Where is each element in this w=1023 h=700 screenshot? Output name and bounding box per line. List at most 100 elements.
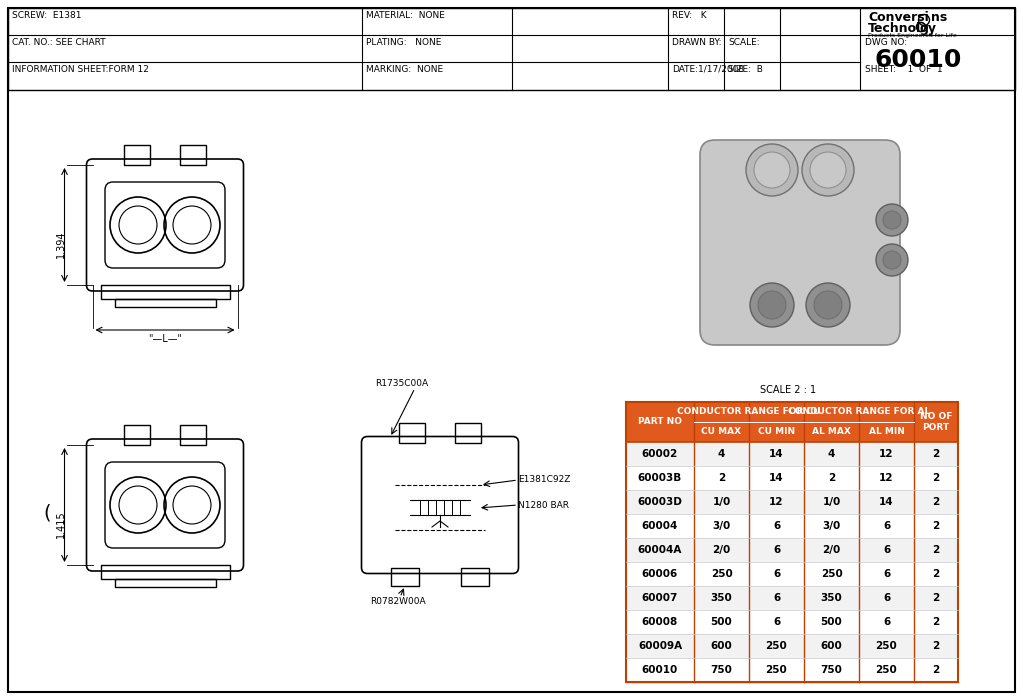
Text: CU MIN: CU MIN (758, 427, 795, 435)
Text: 14: 14 (879, 497, 894, 507)
Bar (461, 568, 489, 585)
Bar (626, 562, 958, 586)
Text: SIZE:  B: SIZE: B (728, 65, 763, 74)
Text: PLATING:   NONE: PLATING: NONE (366, 38, 441, 47)
Text: 14: 14 (769, 473, 784, 483)
Text: 6: 6 (772, 593, 781, 603)
Text: 60003D: 60003D (637, 497, 682, 507)
Circle shape (758, 291, 786, 319)
Text: 6: 6 (883, 593, 890, 603)
Bar (626, 402, 958, 682)
Text: 60003B: 60003B (638, 473, 682, 483)
Text: SHEET:    1  OF  1: SHEET: 1 OF 1 (865, 65, 942, 74)
Text: 250: 250 (711, 569, 732, 579)
Bar (626, 514, 958, 538)
Text: Conversi: Conversi (868, 11, 929, 24)
Text: 750: 750 (711, 665, 732, 675)
Text: 60010: 60010 (641, 665, 678, 675)
Bar (8, 8, 1015, 90)
Bar (626, 442, 958, 466)
Text: 500: 500 (820, 617, 842, 627)
Text: 2: 2 (932, 497, 939, 507)
Circle shape (802, 144, 854, 196)
Text: CAT. NO.: SEE CHART: CAT. NO.: SEE CHART (12, 38, 105, 47)
Text: 6: 6 (883, 521, 890, 531)
Bar (455, 423, 481, 442)
Text: 60008: 60008 (641, 617, 678, 627)
Bar (391, 568, 419, 585)
Text: SCALE 2 : 1: SCALE 2 : 1 (760, 385, 816, 395)
Text: CU MAX: CU MAX (702, 427, 742, 435)
Circle shape (810, 152, 846, 188)
Text: (: ( (44, 503, 51, 522)
Text: 2: 2 (932, 521, 939, 531)
Text: 500: 500 (711, 617, 732, 627)
Bar (626, 610, 958, 634)
Circle shape (814, 291, 842, 319)
Bar (180, 425, 206, 445)
Text: PART NO: PART NO (638, 417, 682, 426)
Text: 2: 2 (932, 569, 939, 579)
Text: 12: 12 (769, 497, 784, 507)
Text: 600: 600 (820, 641, 842, 651)
Bar (626, 586, 958, 610)
Bar (626, 490, 958, 514)
Text: 250: 250 (765, 665, 788, 675)
Bar (180, 145, 206, 165)
Text: CONDUCTOR RANGE FOR CU: CONDUCTOR RANGE FOR CU (677, 407, 820, 416)
Circle shape (876, 244, 908, 276)
Text: 4: 4 (718, 449, 725, 459)
Text: MARKING:  NONE: MARKING: NONE (366, 65, 443, 74)
Text: 12: 12 (879, 473, 894, 483)
Text: 350: 350 (820, 593, 842, 603)
Text: 3/0: 3/0 (822, 521, 841, 531)
Bar (100, 565, 229, 579)
Text: 2/0: 2/0 (822, 545, 841, 555)
Bar (399, 423, 425, 442)
Text: CONDUCTOR RANGE FOR AL: CONDUCTOR RANGE FOR AL (788, 407, 930, 416)
Circle shape (754, 152, 790, 188)
Bar (124, 425, 150, 445)
Text: 250: 250 (820, 569, 842, 579)
Text: 60004: 60004 (641, 521, 678, 531)
Text: 250: 250 (765, 641, 788, 651)
Text: 12: 12 (879, 449, 894, 459)
Text: 2: 2 (932, 617, 939, 627)
Text: AL MIN: AL MIN (869, 427, 904, 435)
Circle shape (883, 211, 901, 229)
Text: R0782W00A: R0782W00A (370, 598, 426, 606)
Text: 6: 6 (772, 569, 781, 579)
Bar (115, 579, 216, 587)
Text: 1/0: 1/0 (822, 497, 841, 507)
Text: ns: ns (920, 24, 928, 30)
Text: 2: 2 (828, 473, 835, 483)
Circle shape (806, 283, 850, 327)
Text: 350: 350 (711, 593, 732, 603)
Text: 14: 14 (769, 449, 784, 459)
Text: REV:   K: REV: K (672, 11, 707, 20)
Circle shape (883, 251, 901, 269)
Text: 6: 6 (772, 521, 781, 531)
Text: DATE:1/17/2008: DATE:1/17/2008 (672, 65, 744, 74)
Bar (626, 402, 958, 442)
Text: 2: 2 (932, 545, 939, 555)
Text: R1735C00A: R1735C00A (375, 379, 428, 388)
Text: 250: 250 (876, 665, 897, 675)
Text: 2: 2 (932, 449, 939, 459)
Circle shape (750, 283, 794, 327)
Text: Products Engineered for Life: Products Engineered for Life (868, 33, 957, 38)
Text: DRAWN BY:: DRAWN BY: (672, 38, 721, 47)
Bar (100, 285, 229, 299)
Text: 6: 6 (883, 617, 890, 627)
Text: 3/0: 3/0 (712, 521, 730, 531)
Circle shape (746, 144, 798, 196)
Text: N1280 BAR: N1280 BAR (518, 500, 569, 510)
Text: SCREW:  E1381: SCREW: E1381 (12, 11, 82, 20)
Text: 6: 6 (883, 569, 890, 579)
Text: 6: 6 (772, 617, 781, 627)
Circle shape (876, 204, 908, 236)
Text: 750: 750 (820, 665, 842, 675)
Text: E1381C92Z: E1381C92Z (518, 475, 571, 484)
Text: 2: 2 (932, 593, 939, 603)
Text: 6: 6 (772, 545, 781, 555)
